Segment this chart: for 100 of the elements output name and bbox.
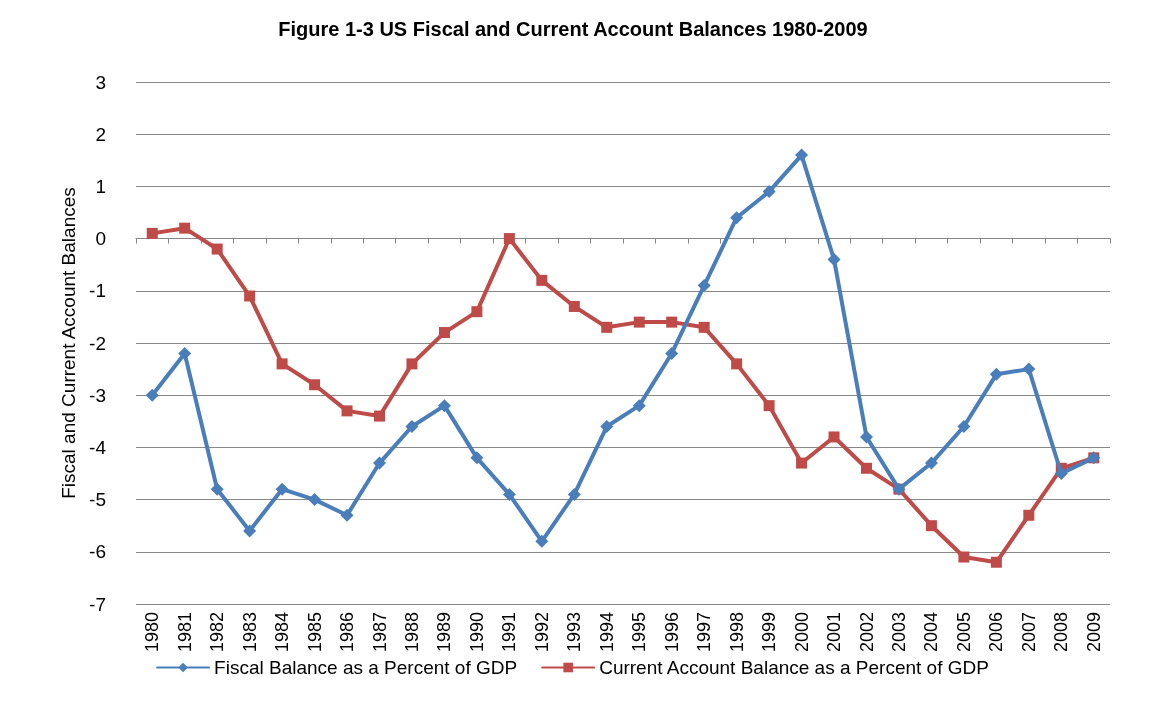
point xyxy=(731,358,743,370)
y-tick-label: -7 xyxy=(89,593,106,615)
point xyxy=(697,279,711,293)
point xyxy=(1054,467,1068,480)
x-tick-label: 2000 xyxy=(791,612,812,653)
point xyxy=(666,316,678,328)
point xyxy=(957,420,971,434)
point xyxy=(146,227,158,239)
x-tick-label: 2007 xyxy=(1018,612,1039,653)
point xyxy=(1023,509,1035,521)
x-tick-label: 1986 xyxy=(337,612,358,653)
x-tick-label: 2009 xyxy=(1083,612,1104,653)
x-tick-label: 2001 xyxy=(824,612,845,653)
point xyxy=(567,487,581,501)
y-tick-label: -4 xyxy=(89,436,107,458)
point xyxy=(179,222,191,234)
y-tick-label: 0 xyxy=(95,228,106,250)
y-tick-label: 3 xyxy=(95,71,106,93)
point xyxy=(406,358,418,370)
x-tick-label: 1995 xyxy=(629,612,650,653)
point xyxy=(309,379,321,391)
chart-title: Figure 1-3 US Fiscal and Current Account Balances 1980-2009 xyxy=(278,18,868,40)
x-tick-label: 1984 xyxy=(272,612,293,653)
point xyxy=(632,399,646,413)
x-tick-label: 1989 xyxy=(434,612,455,653)
x-tick-label: 2002 xyxy=(856,612,877,653)
x-tick-label: 1981 xyxy=(174,612,195,653)
x-tick-label: 1997 xyxy=(694,612,715,653)
point xyxy=(828,431,840,443)
y-tick-label: -1 xyxy=(89,280,106,302)
x-tick-label: 1982 xyxy=(207,612,228,653)
point xyxy=(471,306,483,318)
x-tick-label: 1994 xyxy=(596,612,617,653)
point xyxy=(795,148,809,162)
x-tick-label: 1980 xyxy=(142,612,163,653)
point xyxy=(145,388,159,402)
point xyxy=(924,456,938,470)
x-tick-label: 2008 xyxy=(1051,612,1072,653)
point xyxy=(405,420,419,434)
point xyxy=(958,551,970,563)
point xyxy=(601,321,613,333)
point xyxy=(437,399,451,413)
y-tick-label: -2 xyxy=(89,332,106,354)
x-tick-label: 1990 xyxy=(466,612,487,653)
y-tick-label: -5 xyxy=(89,489,106,511)
point xyxy=(861,462,872,474)
x-tick-label: 1993 xyxy=(564,612,585,653)
x-tick-label: 1999 xyxy=(759,612,780,653)
point xyxy=(503,233,515,245)
point xyxy=(502,487,516,501)
point xyxy=(243,524,257,538)
point xyxy=(374,410,385,422)
point xyxy=(796,457,808,469)
point xyxy=(470,451,484,465)
point xyxy=(340,508,354,522)
x-tick-label: 2005 xyxy=(953,612,974,653)
x-tick-label: 1987 xyxy=(369,612,390,653)
point xyxy=(535,534,549,548)
x-tick-label: 1998 xyxy=(726,612,747,653)
x-tick-label: 1985 xyxy=(304,612,325,653)
point xyxy=(860,430,873,444)
point xyxy=(698,321,710,333)
point xyxy=(600,420,614,434)
y-tick-label: -6 xyxy=(89,541,106,563)
point xyxy=(989,367,1003,381)
point xyxy=(275,482,289,496)
legend-label: Current Account Balance as a Percent of GDP xyxy=(599,657,989,678)
x-tick-label: 1992 xyxy=(531,612,552,653)
point xyxy=(763,400,775,412)
point xyxy=(633,316,645,328)
x-tick-label: 1988 xyxy=(401,612,422,653)
x-tick-label: 1983 xyxy=(239,612,260,653)
y-tick-label: 1 xyxy=(95,175,106,197)
point xyxy=(568,300,580,312)
point xyxy=(211,243,223,255)
legend-label: Fiscal Balance as a Percent of GDP xyxy=(214,657,518,678)
x-tick-label: 2006 xyxy=(986,612,1007,653)
point xyxy=(665,346,679,360)
point xyxy=(827,252,841,266)
point xyxy=(1022,362,1036,376)
point xyxy=(536,274,548,286)
point xyxy=(373,456,386,470)
point xyxy=(244,290,256,302)
point xyxy=(730,211,744,225)
y-tick-label: 2 xyxy=(95,123,106,145)
point xyxy=(341,405,353,417)
x-tick-label: 2003 xyxy=(888,612,909,653)
y-axis-title: Fiscal and Current Account Balances xyxy=(58,187,80,499)
point xyxy=(762,185,776,199)
x-tick-label: 1991 xyxy=(499,612,520,653)
x-tick-label: 1996 xyxy=(661,612,682,653)
point xyxy=(308,493,322,507)
x-tick-label: 2004 xyxy=(921,612,942,653)
point xyxy=(438,327,450,339)
point xyxy=(925,520,937,532)
point xyxy=(210,482,224,496)
point xyxy=(178,346,192,360)
point xyxy=(990,556,1002,568)
point xyxy=(276,358,288,370)
y-tick-label: -3 xyxy=(89,384,106,406)
